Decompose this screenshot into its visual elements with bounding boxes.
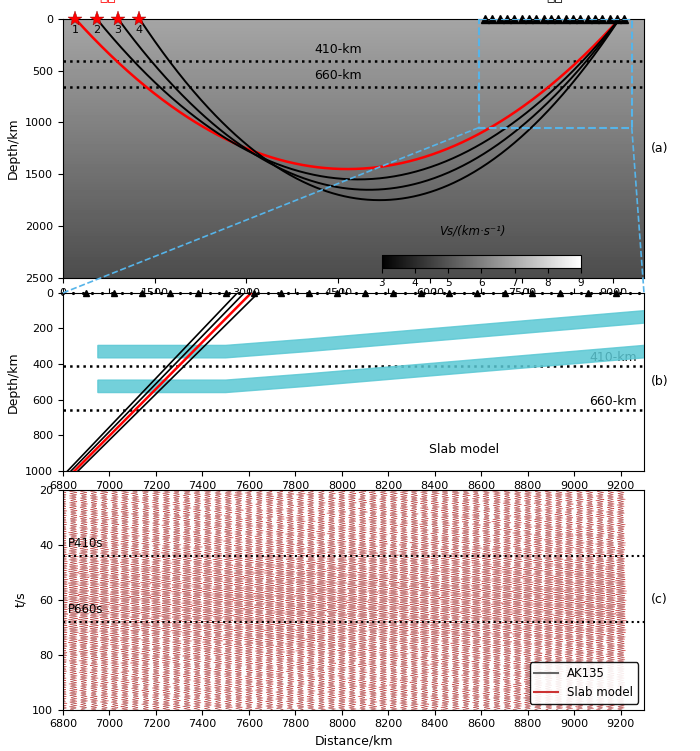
Text: 2: 2 [93, 26, 100, 35]
Text: (b): (b) [651, 376, 668, 388]
Text: 660-km: 660-km [314, 69, 362, 82]
Text: Slab model: Slab model [429, 443, 499, 456]
Text: 4: 4 [136, 26, 143, 35]
Legend: AK135, Slab model: AK135, Slab model [530, 662, 638, 704]
Text: 660-km: 660-km [589, 395, 637, 409]
Text: P410s: P410s [68, 537, 103, 550]
X-axis label: Distance/km: Distance/km [314, 303, 393, 316]
Text: 震源: 震源 [99, 0, 116, 3]
Text: Vs/(km·s⁻¹): Vs/(km·s⁻¹) [440, 225, 506, 238]
Text: 1: 1 [71, 26, 78, 35]
Polygon shape [98, 345, 644, 393]
X-axis label: Distance/km: Distance/km [314, 735, 393, 748]
Text: (a): (a) [651, 142, 668, 155]
Y-axis label: Depth/km: Depth/km [7, 351, 20, 413]
Y-axis label: Depth/km: Depth/km [6, 117, 20, 179]
Text: 台站: 台站 [546, 0, 563, 3]
Text: 410-km: 410-km [314, 43, 362, 56]
Text: (c): (c) [651, 593, 668, 606]
Bar [479, 19, 632, 128]
Polygon shape [98, 311, 644, 358]
Text: 410-km: 410-km [589, 351, 637, 364]
Text: 3: 3 [115, 26, 122, 35]
Y-axis label: t/s: t/s [14, 592, 27, 608]
Text: P660s: P660s [68, 603, 103, 616]
